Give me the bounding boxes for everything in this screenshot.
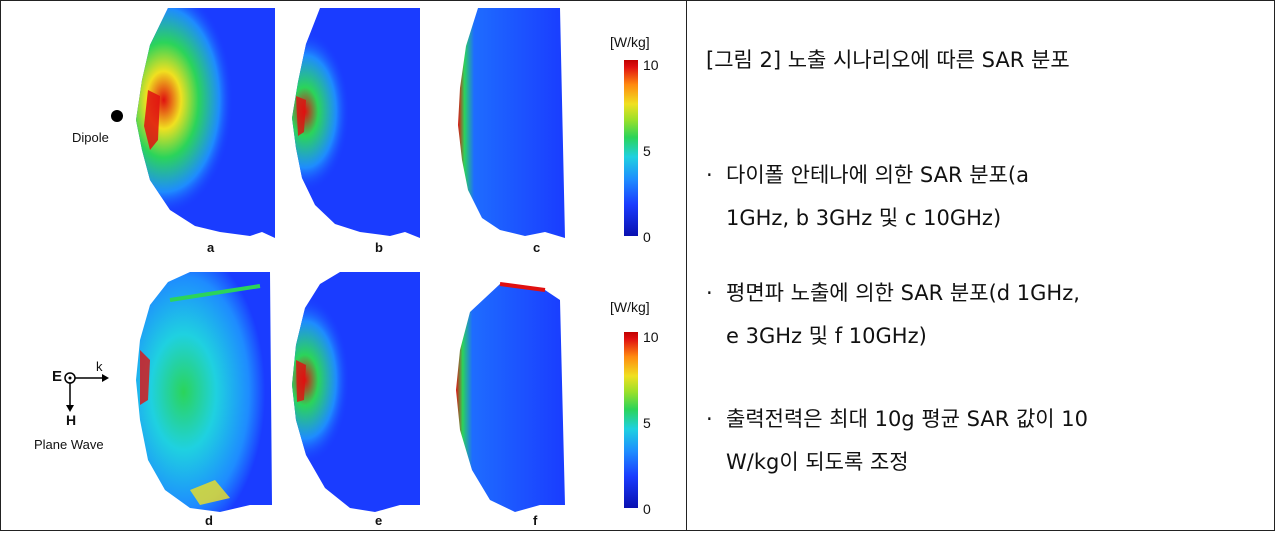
colorbar-top-tick-5: 5 (643, 143, 651, 159)
sar-map-f (456, 282, 565, 512)
k-vector-label: k (96, 359, 103, 374)
bullet-mark: · (706, 407, 713, 431)
h-field-label: H (66, 412, 77, 428)
sar-figure: a b c d e f Dipole E k H Plane Wave [W/k… (34, 8, 659, 528)
column-divider (686, 0, 687, 531)
sar-map-d (136, 272, 272, 512)
bullet-2-line-2: e 3GHz 및 f 10GHz) (726, 324, 927, 348)
sar-map-a (136, 8, 275, 238)
panel-label-e: e (375, 513, 383, 528)
bullet-2-line-1: 평면파 노출에 의한 SAR 분포(d 1GHz, (726, 281, 1080, 305)
plane-wave-label: Plane Wave (34, 437, 104, 452)
sar-map-c (458, 8, 565, 238)
caption-panel: [그림 2] 노출 시나리오에 따른 SAR 분포 · 다이폴 안테나에 의한 S… (706, 0, 1266, 531)
sar-map-e (292, 272, 420, 512)
colorbar-top-tick-10: 10 (643, 57, 659, 73)
colorbar-bottom-tick-10: 10 (643, 329, 659, 345)
panel-label-d: d (205, 513, 213, 528)
bullet-3-line-2: W/kg이 되도록 조정 (726, 450, 909, 474)
panel-label-c: c (533, 240, 541, 255)
colorbar-top (624, 60, 638, 236)
dipole-label: Dipole (72, 130, 109, 145)
panel-label-f: f (533, 513, 538, 528)
colorbar-unit-top: [W/kg] (610, 34, 650, 50)
colorbar-bottom-tick-5: 5 (643, 415, 651, 431)
e-field-label: E (52, 368, 63, 385)
bullet-1-line-1: 다이폴 안테나에 의한 SAR 분포(a (726, 163, 1029, 187)
colorbar-unit-bottom: [W/kg] (610, 299, 650, 315)
bullet-mark: · (706, 163, 713, 187)
colorbar-bottom (624, 332, 638, 508)
colorbar-bottom-tick-0: 0 (643, 501, 651, 517)
figure-caption-title: [그림 2] 노출 시나리오에 따른 SAR 분포 (706, 48, 1070, 72)
sar-map-b (292, 8, 420, 238)
sar-maps (64, 8, 565, 512)
caption-bullet-2: · 평면파 노출에 의한 SAR 분포(d 1GHz, e 3GHz 및 f 10… (706, 272, 1266, 358)
panel-label-b: b (375, 240, 383, 255)
caption-bullet-3: · 출력전력은 최대 10g 평균 SAR 값이 10 W/kg이 되도록 조정 (706, 398, 1266, 484)
bullet-3-line-1: 출력전력은 최대 10g 평균 SAR 값이 10 (726, 407, 1089, 431)
bullet-mark: · (706, 281, 713, 305)
plane-wave-axes-icon (64, 372, 109, 412)
dipole-marker (111, 110, 123, 122)
colorbar-top-tick-0: 0 (643, 229, 651, 245)
panel-label-a: a (207, 240, 215, 255)
caption-bullet-1: · 다이폴 안테나에 의한 SAR 분포(a 1GHz, b 3GHz 및 c 1… (706, 154, 1266, 240)
bullet-1-line-2: 1GHz, b 3GHz 및 c 10GHz) (726, 206, 1002, 230)
